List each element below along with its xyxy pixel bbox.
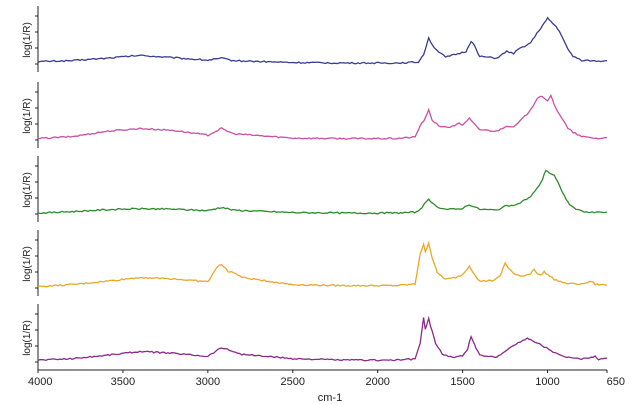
spectrum-line	[37, 16, 608, 65]
x-tick-label: 3000	[196, 376, 220, 388]
x-tick-label: 1000	[535, 376, 559, 388]
x-axis-title: cm-1	[318, 392, 342, 404]
x-tick-label: 3500	[111, 376, 135, 388]
y-axis-label: log(1/R)	[22, 98, 33, 134]
x-tick-label: 4000	[28, 376, 52, 388]
x-tick-label: 2500	[281, 376, 305, 388]
spectrum-panel: log(1/R)	[22, 6, 608, 72]
y-axis-label: log(1/R)	[22, 172, 33, 208]
x-tick-label: 2000	[365, 376, 389, 388]
spectrum-panel: log(1/R)	[22, 156, 608, 222]
spectrum-panel: log(1/R)	[22, 304, 608, 370]
y-axis-label: log(1/R)	[22, 246, 33, 282]
spectrum-panel: log(1/R)	[22, 82, 608, 148]
y-axis-label: log(1/R)	[22, 22, 33, 58]
x-tick-label: 650	[607, 376, 625, 388]
spectrum-panel: log(1/R)	[22, 230, 608, 296]
panels-group: log(1/R) log(1/R) log(1/R) log(1/R) log(1/R)	[22, 6, 608, 370]
spectrum-line	[37, 240, 608, 288]
x-tick-label: 1500	[450, 376, 474, 388]
spectrum-line	[37, 315, 608, 362]
y-axis-label: log(1/R)	[22, 320, 33, 356]
spectrum-line	[37, 169, 608, 215]
spectrum-line	[37, 94, 608, 140]
x-axis: 4000 3500 3000 2500 2000 1500 1000 650	[28, 369, 625, 388]
